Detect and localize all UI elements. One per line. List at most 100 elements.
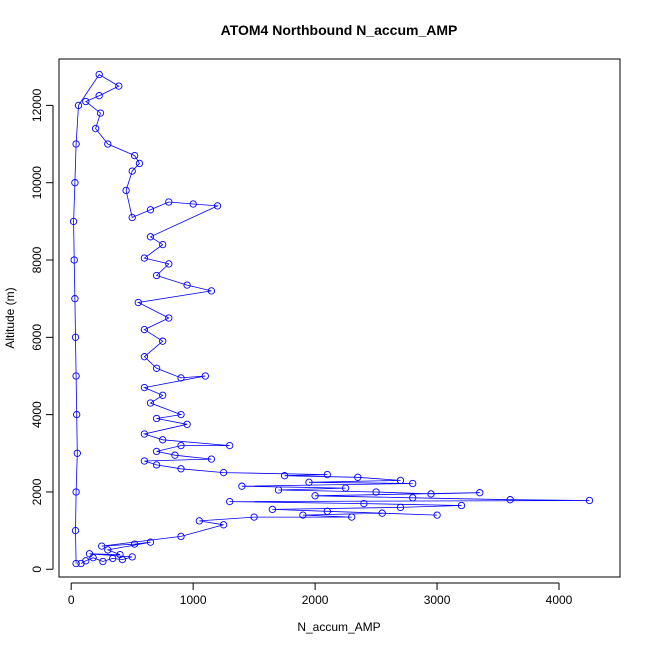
y-tick-label: 10000 <box>30 166 44 200</box>
data-point <box>274 486 283 494</box>
data-point <box>409 479 417 488</box>
data-point <box>140 383 149 392</box>
data-point <box>122 186 130 195</box>
data-point <box>95 92 103 100</box>
y-axis: 0 2000 4000 6000 8000 10000 12000 <box>30 88 54 573</box>
data-point <box>104 546 112 554</box>
data-point <box>201 372 209 380</box>
data-point <box>409 494 417 502</box>
data-point <box>130 151 139 160</box>
data-point <box>396 476 405 485</box>
data-point <box>268 505 277 514</box>
data-point <box>104 140 112 148</box>
data-point <box>372 488 380 496</box>
data-point <box>159 391 167 399</box>
data-point <box>207 455 216 463</box>
data-point <box>323 507 331 515</box>
data-point <box>189 200 197 208</box>
data-point <box>140 353 149 361</box>
data-point <box>116 550 124 559</box>
data-point <box>71 333 80 341</box>
data-point <box>134 298 142 307</box>
data-point <box>183 420 191 428</box>
data-point <box>195 517 203 525</box>
data-point <box>457 501 466 510</box>
data-point <box>71 295 79 303</box>
x-axis-label: N_accum_AMP <box>297 620 380 634</box>
data-point <box>69 217 78 226</box>
data-point <box>152 447 161 456</box>
data-point <box>140 254 149 262</box>
data-point <box>71 526 80 535</box>
data-point <box>585 496 594 505</box>
data-point <box>177 374 185 382</box>
data-point <box>165 260 173 268</box>
data-point <box>171 451 179 459</box>
data-point <box>128 213 136 222</box>
data-point <box>305 478 313 486</box>
data-point <box>360 499 368 508</box>
data-point <box>73 410 81 419</box>
data-point <box>91 124 100 133</box>
data-point <box>238 482 246 490</box>
data-point <box>348 513 356 521</box>
data-point <box>219 468 228 477</box>
data-point <box>140 457 149 465</box>
data-point <box>115 82 123 90</box>
data-point <box>427 490 435 498</box>
data-point <box>146 538 155 546</box>
plot-frame <box>58 58 621 578</box>
data-point <box>280 472 289 480</box>
data-point <box>85 550 94 558</box>
data-point <box>82 557 90 565</box>
data-point <box>159 436 167 444</box>
data-point <box>165 198 173 206</box>
data-point <box>152 461 161 469</box>
y-axis-label: Altitude (m) <box>3 287 17 348</box>
data-point <box>71 179 79 187</box>
data-point <box>140 430 149 438</box>
data-point <box>396 503 405 512</box>
chart-title: ATOM4 Northbound N_accum_AMP <box>221 22 458 38</box>
data-point <box>109 554 117 563</box>
data-point <box>73 449 81 457</box>
data-layer <box>69 70 594 568</box>
data-point <box>128 167 136 175</box>
x-axis: 0 1000 2000 3000 4000 <box>68 582 573 607</box>
data-point <box>146 206 155 214</box>
x-tick-label: 2000 <box>302 593 329 607</box>
data-point <box>159 240 167 249</box>
data-point <box>378 509 386 517</box>
data-point <box>82 97 90 106</box>
x-tick-label: 0 <box>68 593 75 607</box>
data-point <box>146 233 155 241</box>
series-line <box>73 73 590 564</box>
data-point <box>152 271 161 280</box>
data-point <box>476 489 484 497</box>
data-point <box>72 488 80 496</box>
data-point <box>177 410 185 419</box>
data-point <box>72 559 80 568</box>
data-point <box>299 511 307 519</box>
y-tick-label: 4000 <box>30 401 44 428</box>
x-tick-label: 3000 <box>424 593 451 607</box>
x-tick-label: 1000 <box>180 593 207 607</box>
data-point <box>74 101 83 110</box>
y-tick-label: 2000 <box>30 478 44 505</box>
data-point <box>152 414 161 423</box>
data-point <box>226 497 234 506</box>
data-point <box>140 325 149 334</box>
data-point <box>89 554 97 562</box>
data-point <box>250 513 258 521</box>
data-point <box>311 492 319 500</box>
data-point <box>96 109 105 117</box>
data-point <box>95 70 103 79</box>
y-tick-label: 6000 <box>30 324 44 351</box>
data-point <box>207 287 216 295</box>
data-point <box>98 542 106 550</box>
data-point <box>177 532 185 541</box>
data-point <box>177 465 185 473</box>
data-point <box>70 256 78 264</box>
data-point <box>177 441 185 450</box>
